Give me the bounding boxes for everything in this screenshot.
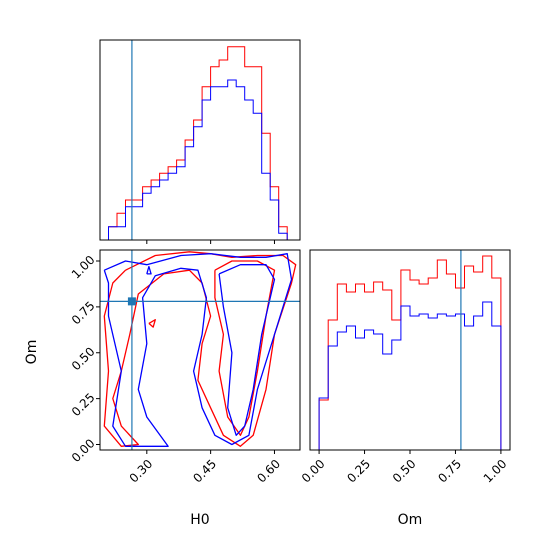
contour-red-2 — [148, 319, 156, 328]
om-histogram-x-tick-label: 0.75 — [435, 457, 464, 486]
y-axis-label-om: Om — [24, 340, 40, 365]
contour-red-0 — [103, 251, 297, 447]
om-histogram-red — [318, 255, 502, 450]
om-histogram-x-tick-label: 0.50 — [390, 457, 419, 486]
x-axis-label-om: Om — [398, 512, 423, 528]
joint-x-tick-label: 0.60 — [254, 457, 283, 486]
joint-x-tick-label: 0.30 — [127, 457, 156, 486]
joint-y-tick-label: 0.75 — [69, 299, 98, 328]
om-histogram-x-tick-label: 0.25 — [344, 457, 373, 486]
contour-blue-2 — [146, 265, 152, 275]
om-histogram-x-tick-label: 0.00 — [299, 457, 328, 486]
joint-y-tick-label: 1.00 — [69, 253, 98, 282]
joint-x-tick-label: 0.45 — [190, 457, 219, 486]
joint-frame — [99, 249, 301, 451]
joint-truth-marker — [127, 297, 136, 306]
h0-histogram-frame — [99, 39, 301, 241]
contour-blue-1 — [218, 264, 276, 436]
joint-y-tick-label: 0.50 — [69, 344, 98, 373]
om-histogram-panel: 0.00 0.25 0.50 0.75 1.00 — [299, 249, 511, 486]
joint-y-tick-label: 0.00 — [69, 436, 98, 465]
joint-y-tick-label: 0.25 — [69, 390, 98, 419]
om-histogram-x-tick-label: 1.00 — [481, 457, 510, 486]
om-histogram-blue — [318, 301, 502, 450]
h0-histogram-blue — [100, 79, 296, 241]
contour-red-1 — [214, 260, 276, 436]
x-axis-label-h0: H0 — [190, 512, 209, 528]
h0-histogram-red — [100, 46, 296, 241]
h0-histogram-panel — [99, 39, 301, 244]
joint-contours — [103, 251, 297, 447]
h0-om-contour-panel: 0.30 0.45 0.60 0.00 0.25 0.50 0.75 1.00 — [69, 249, 301, 486]
contour-blue-0 — [103, 253, 293, 447]
